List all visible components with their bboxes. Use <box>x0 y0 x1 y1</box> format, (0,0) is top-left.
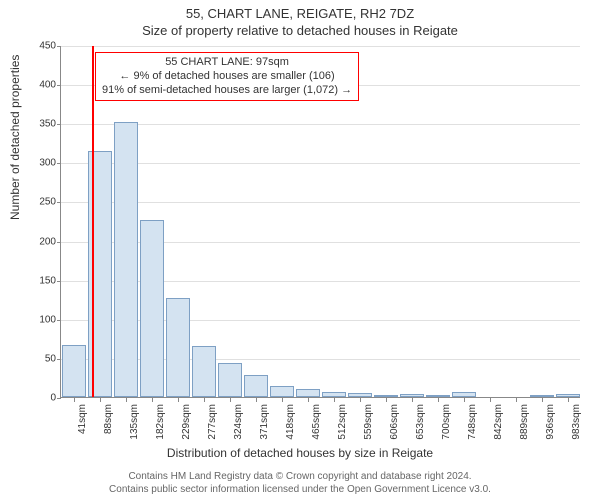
y-tick-mark <box>57 242 61 243</box>
gridline <box>61 46 580 47</box>
annotation-box: 55 CHART LANE: 97sqm← 9% of detached hou… <box>95 52 359 101</box>
gridline <box>61 124 580 125</box>
y-tick-mark <box>57 281 61 282</box>
histogram-bar <box>114 122 139 397</box>
histogram-bar <box>166 298 191 397</box>
x-tick-mark <box>100 398 101 402</box>
x-tick-mark <box>464 398 465 402</box>
y-tick-mark <box>57 85 61 86</box>
x-tick-mark <box>438 398 439 402</box>
y-tick-mark <box>57 398 61 399</box>
x-tick-label: 371sqm <box>259 404 270 440</box>
x-tick-label: 842sqm <box>493 404 504 440</box>
reference-line <box>92 46 94 397</box>
x-tick-mark <box>412 398 413 402</box>
x-tick-mark <box>308 398 309 402</box>
x-tick-label: 418sqm <box>285 404 296 440</box>
x-tick-label: 983sqm <box>571 404 582 440</box>
x-tick-label: 88sqm <box>103 404 114 434</box>
x-tick-label: 512sqm <box>337 404 348 440</box>
x-tick-mark <box>386 398 387 402</box>
x-tick-mark <box>74 398 75 402</box>
histogram-bar <box>400 394 425 397</box>
histogram-bar <box>322 392 347 397</box>
histogram-bar <box>140 220 165 397</box>
gridline <box>61 163 580 164</box>
histogram-bar <box>374 395 399 397</box>
y-tick-mark <box>57 46 61 47</box>
histogram-bar <box>348 393 373 397</box>
x-tick-mark <box>256 398 257 402</box>
x-tick-label: 559sqm <box>363 404 374 440</box>
x-tick-mark <box>334 398 335 402</box>
y-tick-label: 450 <box>26 41 56 52</box>
plot: 41sqm88sqm135sqm182sqm229sqm277sqm324sqm… <box>60 46 580 398</box>
histogram-bar <box>426 395 451 397</box>
x-tick-mark <box>542 398 543 402</box>
y-tick-label: 350 <box>26 119 56 130</box>
x-tick-label: 465sqm <box>311 404 322 440</box>
x-tick-mark <box>282 398 283 402</box>
y-tick-label: 200 <box>26 236 56 247</box>
y-tick-mark <box>57 202 61 203</box>
histogram-bar <box>556 394 581 397</box>
x-tick-label: 700sqm <box>441 404 452 440</box>
histogram-bar <box>218 363 243 397</box>
y-tick-mark <box>57 320 61 321</box>
y-tick-mark <box>57 163 61 164</box>
x-tick-mark <box>516 398 517 402</box>
histogram-bar <box>296 389 321 397</box>
x-tick-mark <box>126 398 127 402</box>
y-tick-label: 0 <box>26 393 56 404</box>
x-tick-label: 606sqm <box>389 404 400 440</box>
x-tick-label: 41sqm <box>77 404 88 434</box>
histogram-bar <box>62 345 87 397</box>
chart-title-main: 55, CHART LANE, REIGATE, RH2 7DZ <box>0 0 600 21</box>
histogram-bar <box>530 395 555 397</box>
y-tick-label: 100 <box>26 314 56 325</box>
y-tick-label: 150 <box>26 275 56 286</box>
x-tick-label: 748sqm <box>467 404 478 440</box>
annotation-line: 55 CHART LANE: 97sqm <box>102 56 352 70</box>
x-tick-mark <box>204 398 205 402</box>
histogram-bar <box>452 392 477 397</box>
y-tick-mark <box>57 359 61 360</box>
gridline <box>61 202 580 203</box>
annotation-line: ← 9% of detached houses are smaller (106… <box>102 70 352 84</box>
x-axis-label: Distribution of detached houses by size … <box>0 446 600 460</box>
x-tick-mark <box>178 398 179 402</box>
x-tick-label: 324sqm <box>233 404 244 440</box>
x-tick-label: 277sqm <box>207 404 218 440</box>
x-tick-label: 936sqm <box>545 404 556 440</box>
y-axis-label: Number of detached properties <box>8 55 22 220</box>
histogram-bar <box>192 346 217 397</box>
annotation-line: 91% of semi-detached houses are larger (… <box>102 84 352 98</box>
x-tick-mark <box>360 398 361 402</box>
y-tick-label: 250 <box>26 197 56 208</box>
y-tick-label: 300 <box>26 158 56 169</box>
x-tick-mark <box>490 398 491 402</box>
footer: Contains HM Land Registry data © Crown c… <box>0 470 600 496</box>
x-tick-label: 889sqm <box>519 404 530 440</box>
x-tick-label: 182sqm <box>155 404 166 440</box>
chart-area: 41sqm88sqm135sqm182sqm229sqm277sqm324sqm… <box>60 46 580 398</box>
histogram-bar <box>244 375 269 397</box>
x-tick-label: 653sqm <box>415 404 426 440</box>
y-tick-label: 400 <box>26 80 56 91</box>
x-tick-mark <box>568 398 569 402</box>
x-tick-mark <box>230 398 231 402</box>
x-tick-label: 135sqm <box>129 404 140 440</box>
footer-line-1: Contains HM Land Registry data © Crown c… <box>0 470 600 483</box>
histogram-bar <box>270 386 295 397</box>
y-tick-label: 50 <box>26 353 56 364</box>
x-tick-mark <box>152 398 153 402</box>
footer-line-2: Contains public sector information licen… <box>0 483 600 496</box>
x-tick-label: 229sqm <box>181 404 192 440</box>
chart-title-sub: Size of property relative to detached ho… <box>0 21 600 38</box>
y-tick-mark <box>57 124 61 125</box>
